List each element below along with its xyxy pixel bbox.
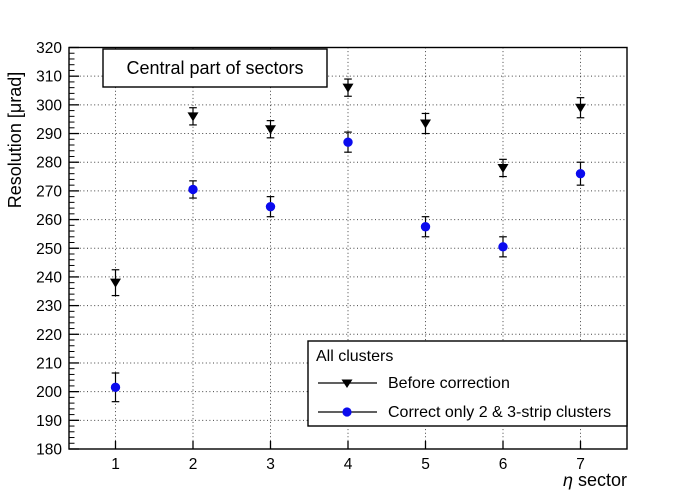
legend-circle-marker-icon <box>342 407 352 417</box>
y-axis-tick-label: 310 <box>36 69 62 86</box>
data-point-before-correction <box>420 119 431 129</box>
data-point-corrected <box>188 184 198 195</box>
y-axis-tick-label: 280 <box>36 155 62 172</box>
y-axis-tick-label: 250 <box>36 241 62 258</box>
y-axis-tick-label: 240 <box>36 269 62 286</box>
legend-triangle-marker-icon <box>341 379 353 388</box>
legend-label-corrected: Correct only 2 & 3-strip clusters <box>388 404 611 421</box>
x-axis-tick-label: 7 <box>576 456 585 473</box>
y-axis-tick-label: 220 <box>36 327 62 344</box>
y-axis-tick-label: 320 <box>36 40 62 57</box>
legend: All clusters Before correction Correct o… <box>307 340 628 427</box>
x-axis-tick-label: 5 <box>421 456 430 473</box>
data-point-before-correction <box>497 163 509 173</box>
x-axis-tick-label: 6 <box>499 456 508 473</box>
data-point-corrected <box>420 222 431 232</box>
y-axis-tick-label: 270 <box>36 183 62 200</box>
y-axis-tick-label: 190 <box>36 413 62 430</box>
data-point-corrected <box>265 201 276 212</box>
data-point-corrected <box>575 168 586 179</box>
data-point-corrected <box>110 382 121 393</box>
x-axis-tick-label: 1 <box>111 456 120 473</box>
y-axis-tick-label: 200 <box>36 384 62 401</box>
y-axis-tick-label: 180 <box>36 442 62 459</box>
plot-title: Central part of sectors <box>126 58 303 78</box>
data-point-corrected <box>343 137 353 147</box>
x-axis-title-eta: η <box>563 470 573 490</box>
legend-label-before: Before correction <box>388 375 510 392</box>
x-axis-tick-label: 4 <box>344 456 353 473</box>
legend-header: All clusters <box>316 348 393 365</box>
x-axis-tick-label: 3 <box>266 456 275 473</box>
data-point-before-correction <box>575 103 586 113</box>
data-point-corrected <box>498 242 508 252</box>
data-point-before-correction <box>342 83 354 93</box>
x-axis-tick-label: 2 <box>189 456 198 473</box>
title-box-frame <box>102 48 328 88</box>
x-axis-title: η sector <box>563 470 627 490</box>
y-axis-tick-label: 260 <box>36 212 62 229</box>
y-axis-title: Resolution [μrad] <box>5 72 25 208</box>
y-axis-tick-label: 210 <box>36 355 62 372</box>
data-point-before-correction <box>110 278 121 288</box>
x-axis-title-word: sector <box>578 470 627 490</box>
y-axis-tick-label: 300 <box>36 97 62 114</box>
y-axis-tick-label: 230 <box>36 298 62 315</box>
data-point-before-correction <box>187 112 199 122</box>
tick-label-layer: 1 2 3 4 5 6 7 180 190 200 210 220 230 240 250 260 270 280… <box>36 40 585 473</box>
tick-layer <box>69 46 582 450</box>
plot-frame <box>68 46 628 450</box>
data-point-before-correction <box>265 125 276 135</box>
title-box: Central part of sectors <box>102 48 328 88</box>
data-layer <box>110 78 586 403</box>
y-axis-tick-label: 290 <box>36 126 62 143</box>
